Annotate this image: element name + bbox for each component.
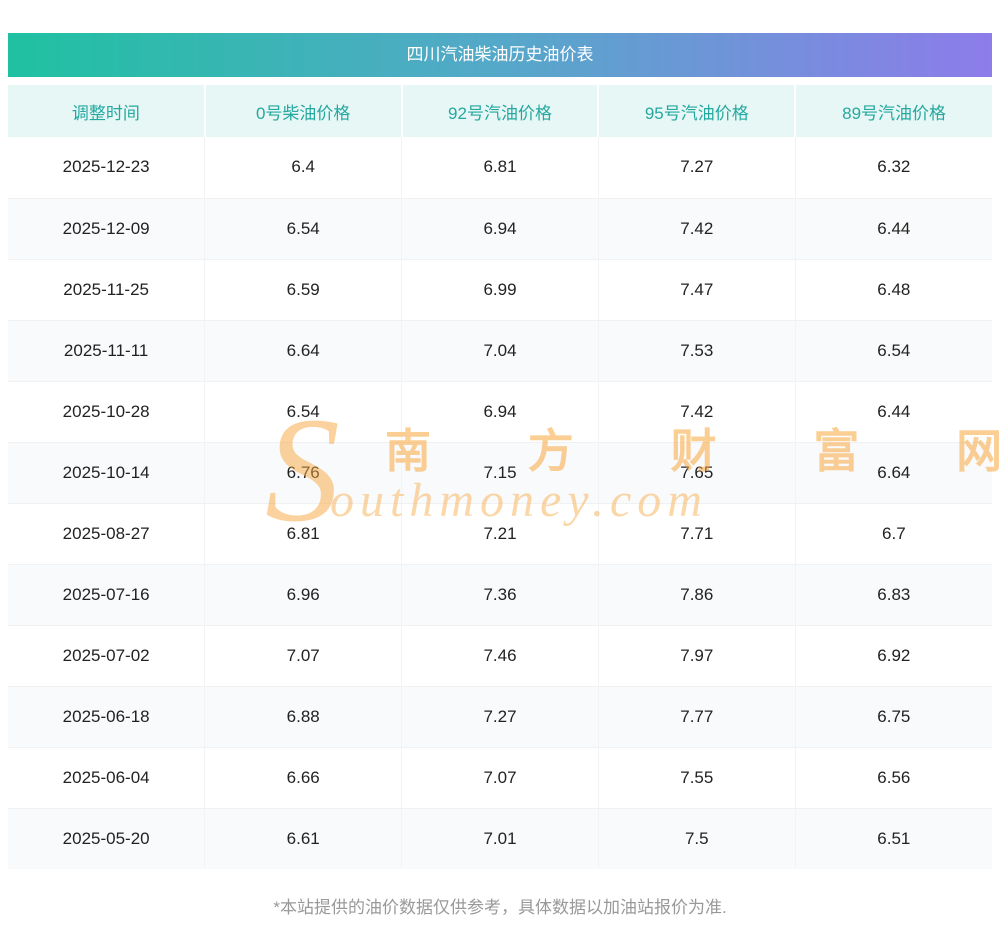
price-cell: 6.94 (401, 197, 599, 259)
price-cell: 7.55 (597, 746, 796, 808)
price-cell: 6.76 (204, 441, 402, 503)
price-cell: 7.5 (597, 807, 796, 869)
table-row: 2025-05-20 6.61 7.01 7.5 6.51 (8, 807, 992, 869)
price-cell: 6.59 (204, 258, 402, 320)
price-cell: 6.54 (204, 380, 402, 442)
price-cell: 7.97 (597, 624, 796, 686)
column-header: 95号汽油价格 (597, 85, 796, 137)
price-cell: 6.64 (204, 319, 402, 381)
date-cell: 2025-07-02 (8, 624, 205, 686)
table-title: 四川汽油柴油历史油价表 (8, 33, 992, 77)
price-cell: 6.44 (794, 380, 992, 442)
price-cell: 6.64 (794, 441, 992, 503)
column-header: 0号柴油价格 (203, 85, 402, 137)
price-cell: 6.56 (794, 746, 992, 808)
table-header-row: 调整时间 0号柴油价格 92号汽油价格 95号汽油价格 89号汽油价格 (8, 85, 992, 137)
price-cell: 7.15 (401, 441, 599, 503)
price-cell: 6.81 (401, 137, 599, 198)
date-cell: 2025-07-16 (8, 563, 205, 625)
price-cell: 7.36 (401, 563, 599, 625)
table-row: 2025-07-02 7.07 7.46 7.97 6.92 (8, 624, 992, 686)
price-cell: 6.83 (794, 563, 992, 625)
price-cell: 6.88 (204, 685, 402, 747)
column-header: 调整时间 (8, 85, 205, 137)
price-cell: 6.51 (794, 807, 992, 869)
price-cell: 6.99 (401, 258, 599, 320)
price-cell: 6.44 (794, 197, 992, 259)
price-cell: 6.54 (204, 197, 402, 259)
date-cell: 2025-12-09 (8, 197, 205, 259)
price-cell: 6.48 (794, 258, 992, 320)
date-cell: 2025-08-27 (8, 502, 205, 564)
footnote: *本站提供的油价数据仅供参考，具体数据以加油站报价为准. (273, 898, 727, 917)
price-cell: 6.96 (204, 563, 402, 625)
price-cell: 6.66 (204, 746, 402, 808)
table-row: 2025-12-09 6.54 6.94 7.42 6.44 (8, 197, 992, 259)
price-cell: 7.01 (401, 807, 599, 869)
price-cell: 7.21 (401, 502, 599, 564)
price-cell: 7.53 (597, 319, 796, 381)
price-cell: 6.7 (794, 502, 992, 564)
date-cell: 2025-05-20 (8, 807, 205, 869)
date-cell: 2025-10-14 (8, 441, 205, 503)
table-row: 2025-11-11 6.64 7.04 7.53 6.54 (8, 319, 992, 381)
price-cell: 6.32 (794, 137, 992, 198)
price-cell: 7.71 (597, 502, 796, 564)
price-cell: 7.47 (597, 258, 796, 320)
price-cell: 7.07 (401, 746, 599, 808)
date-cell: 2025-10-28 (8, 380, 205, 442)
price-cell: 7.77 (597, 685, 796, 747)
column-header: 92号汽油价格 (400, 85, 599, 137)
date-cell: 2025-12-23 (62, 157, 150, 177)
price-cell: 6.92 (794, 624, 992, 686)
price-cell: 6.75 (794, 685, 992, 747)
price-cell: 6.54 (794, 319, 992, 381)
table-head: 调整时间 0号柴油价格 92号汽油价格 95号汽油价格 89号汽油价格 (8, 85, 992, 137)
date-cell: 2025-06-18 (8, 685, 205, 747)
column-header: 89号汽油价格 (794, 85, 992, 137)
table-row: 2025-08-27 6.81 7.21 7.71 6.7 (8, 502, 992, 564)
date-cell: 2025-11-11 (8, 319, 205, 381)
price-table-container: 四川汽油柴油历史油价表 调整时间 0号柴油价格 92号汽油价格 95号汽油价格 89号汽… (8, 33, 992, 869)
date-cell: 2025-06-04 (8, 746, 205, 808)
table-body: 2025-12-23 6.4 6.81 7.27 6.32 2025-12-09 6.54 6… (8, 137, 992, 869)
table-row: 2025-12-23 6.4 6.81 7.27 6.32 (8, 137, 992, 198)
table-row: 2025-10-14 6.76 7.15 7.65 6.64 (8, 441, 992, 503)
price-cell: 6.81 (204, 502, 402, 564)
price-cell: 6.94 (401, 380, 599, 442)
price-cell: 7.42 (597, 380, 796, 442)
table-row: 2025-10-28 6.54 6.94 7.42 6.44 (8, 380, 992, 442)
price-cell: 7.65 (597, 441, 796, 503)
table-row: 2025-07-16 6.96 7.36 7.86 6.83 (8, 563, 992, 625)
price-cell: 6.4 (204, 137, 402, 198)
price-cell: 7.27 (401, 685, 599, 747)
price-cell: 7.42 (597, 197, 796, 259)
price-cell: 7.07 (204, 624, 402, 686)
table-row: 2025-06-18 6.88 7.27 7.77 6.75 (8, 685, 992, 747)
price-cell: 6.61 (204, 807, 402, 869)
price-cell: 7.04 (401, 319, 599, 381)
price-table: 调整时间 0号柴油价格 92号汽油价格 95号汽油价格 89号汽油价格 2025-12-… (8, 85, 992, 869)
table-row: 2025-11-25 6.59 6.99 7.47 6.48 (8, 258, 992, 320)
date-cell: 2025-11-25 (8, 258, 205, 320)
price-cell: 7.86 (597, 563, 796, 625)
price-cell: 7.27 (597, 137, 796, 198)
price-cell: 7.46 (401, 624, 599, 686)
table-row: 2025-06-04 6.66 7.07 7.55 6.56 (8, 746, 992, 808)
